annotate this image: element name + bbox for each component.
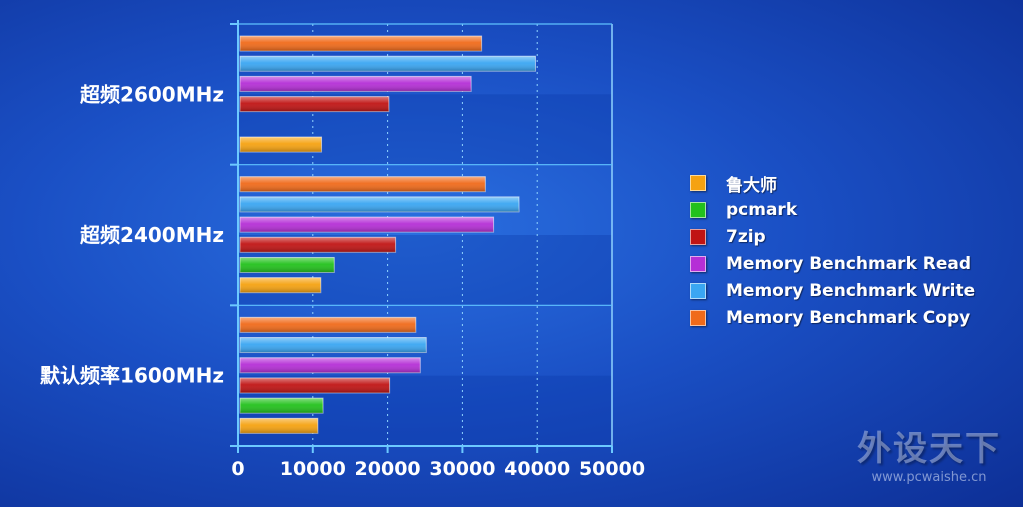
bar-shine: [240, 196, 520, 212]
watermark-url: www.pcwaishe.cn: [871, 470, 987, 485]
bar-shine: [240, 377, 390, 393]
bar-shine: [240, 237, 396, 253]
bars: [239, 35, 536, 434]
bar-shine: [240, 176, 486, 192]
bar-shine: [240, 277, 321, 293]
x-tick-label: 10000: [280, 458, 346, 480]
bar-shine: [240, 418, 318, 434]
legend-label-memory-copy: Memory Benchmark Copy: [726, 308, 971, 328]
legend-swatch-ludashi: [690, 175, 706, 191]
bar-shine: [240, 217, 494, 233]
legend-item-memory-read: Memory Benchmark Read: [690, 253, 975, 275]
legend-item-memory-write: Memory Benchmark Write: [690, 280, 975, 302]
legend-label-7zip: 7zip: [726, 227, 766, 247]
bar-shine: [240, 357, 421, 373]
y-category-label: 默认频率1600MHz: [40, 364, 224, 388]
x-tick-label: 20000: [355, 458, 421, 480]
bar-shine: [240, 398, 324, 414]
bar-shine: [240, 96, 389, 112]
bar-shine: [240, 56, 536, 72]
bar-shine: [240, 337, 427, 353]
x-tick-label: 30000: [429, 458, 495, 480]
x-tick-label: 0: [231, 458, 244, 480]
legend-label-ludashi: 鲁大师: [726, 175, 777, 196]
legend-swatch-memory-copy: [690, 310, 706, 326]
x-tick-label: 50000: [579, 458, 645, 480]
bar-shine: [240, 36, 482, 51]
y-category-label: 超频2400MHz: [79, 223, 224, 247]
bar-shine: [240, 257, 335, 273]
legend-swatch-memory-write: [690, 283, 706, 299]
watermark-title: 外设天下: [857, 429, 1001, 469]
legend-label-memory-read: Memory Benchmark Read: [726, 254, 972, 274]
watermark-logo: 外设天下 www.pcwaishe.cn: [857, 421, 1001, 485]
legend-item-memory-copy: Memory Benchmark Copy: [690, 307, 975, 329]
legend-label-memory-write: Memory Benchmark Write: [726, 281, 976, 301]
legend: 鲁大师 pcmark 7zip Memory Benchmark Read Me…: [690, 172, 975, 329]
legend-swatch-7zip: [690, 229, 706, 245]
legend-item-pcmark: pcmark: [690, 199, 975, 221]
legend-label-pcmark: pcmark: [726, 200, 798, 220]
legend-swatch-memory-read: [690, 256, 706, 272]
bar-shine: [240, 317, 416, 333]
x-tick-label: 40000: [504, 458, 570, 480]
bar-shine: [240, 76, 472, 92]
legend-swatch-pcmark: [690, 202, 706, 218]
legend-item-7zip: 7zip: [690, 226, 975, 248]
legend-item-ludashi: 鲁大师: [690, 172, 975, 196]
y-category-label: 超频2600MHz: [79, 82, 224, 106]
bar-shine: [240, 137, 322, 152]
axes: 0 10000 20000 30000 40000 50000 超频2600MHz 超频240…: [40, 20, 645, 480]
